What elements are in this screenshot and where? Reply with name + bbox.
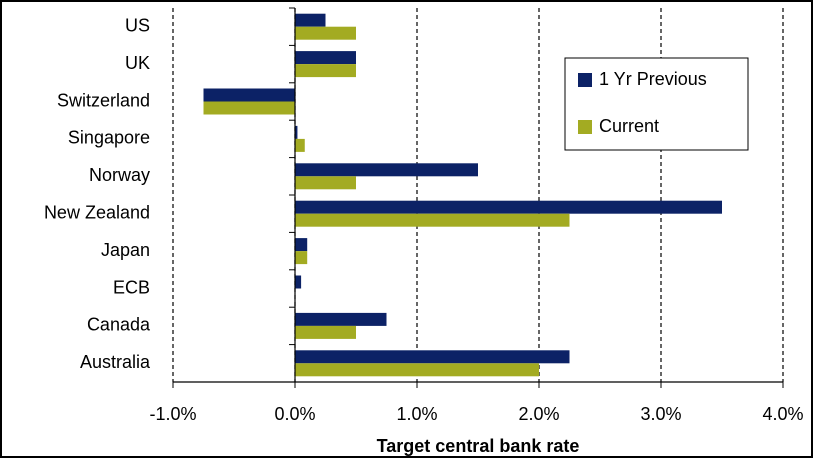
y-tick-label: Japan — [101, 240, 150, 260]
x-tick-label: 0.0% — [274, 404, 315, 424]
bar — [295, 350, 570, 364]
bar — [295, 275, 302, 289]
bar — [295, 125, 298, 139]
x-tick-label: 1.0% — [396, 404, 437, 424]
bar — [295, 363, 539, 377]
legend-swatch — [578, 73, 592, 87]
y-tick-label: ECB — [113, 277, 150, 297]
y-tick-label: Norway — [89, 165, 150, 185]
x-axis-title: Target central bank rate — [377, 436, 580, 456]
bar — [295, 26, 356, 40]
bar — [295, 64, 356, 78]
bar — [295, 312, 387, 326]
bar — [295, 176, 356, 190]
y-tick-label: New Zealand — [44, 202, 150, 222]
bar — [295, 213, 570, 227]
x-tick-label: 4.0% — [762, 404, 803, 424]
legend-box — [564, 57, 749, 151]
y-tick-label: UK — [125, 53, 150, 73]
bar — [295, 325, 356, 339]
y-tick-label: Singapore — [68, 128, 150, 148]
legend-label: 1 Yr Previous — [599, 69, 707, 89]
bar — [203, 88, 295, 102]
y-tick-label: Switzerland — [57, 90, 150, 110]
x-tick-label: 3.0% — [640, 404, 681, 424]
bar — [295, 51, 356, 65]
y-tick-label: Canada — [87, 315, 151, 335]
legend-label: Current — [599, 116, 659, 136]
bar — [295, 13, 326, 27]
x-tick-label: 2.0% — [518, 404, 559, 424]
bar — [295, 163, 478, 177]
bar — [295, 251, 308, 265]
bar — [295, 138, 305, 152]
legend-swatch — [578, 120, 592, 134]
y-tick-label: Australia — [80, 352, 151, 372]
x-tick-label: -1.0% — [149, 404, 196, 424]
bar — [295, 238, 308, 252]
y-tick-label: US — [125, 15, 150, 35]
bar — [295, 200, 722, 214]
bar — [203, 101, 295, 115]
